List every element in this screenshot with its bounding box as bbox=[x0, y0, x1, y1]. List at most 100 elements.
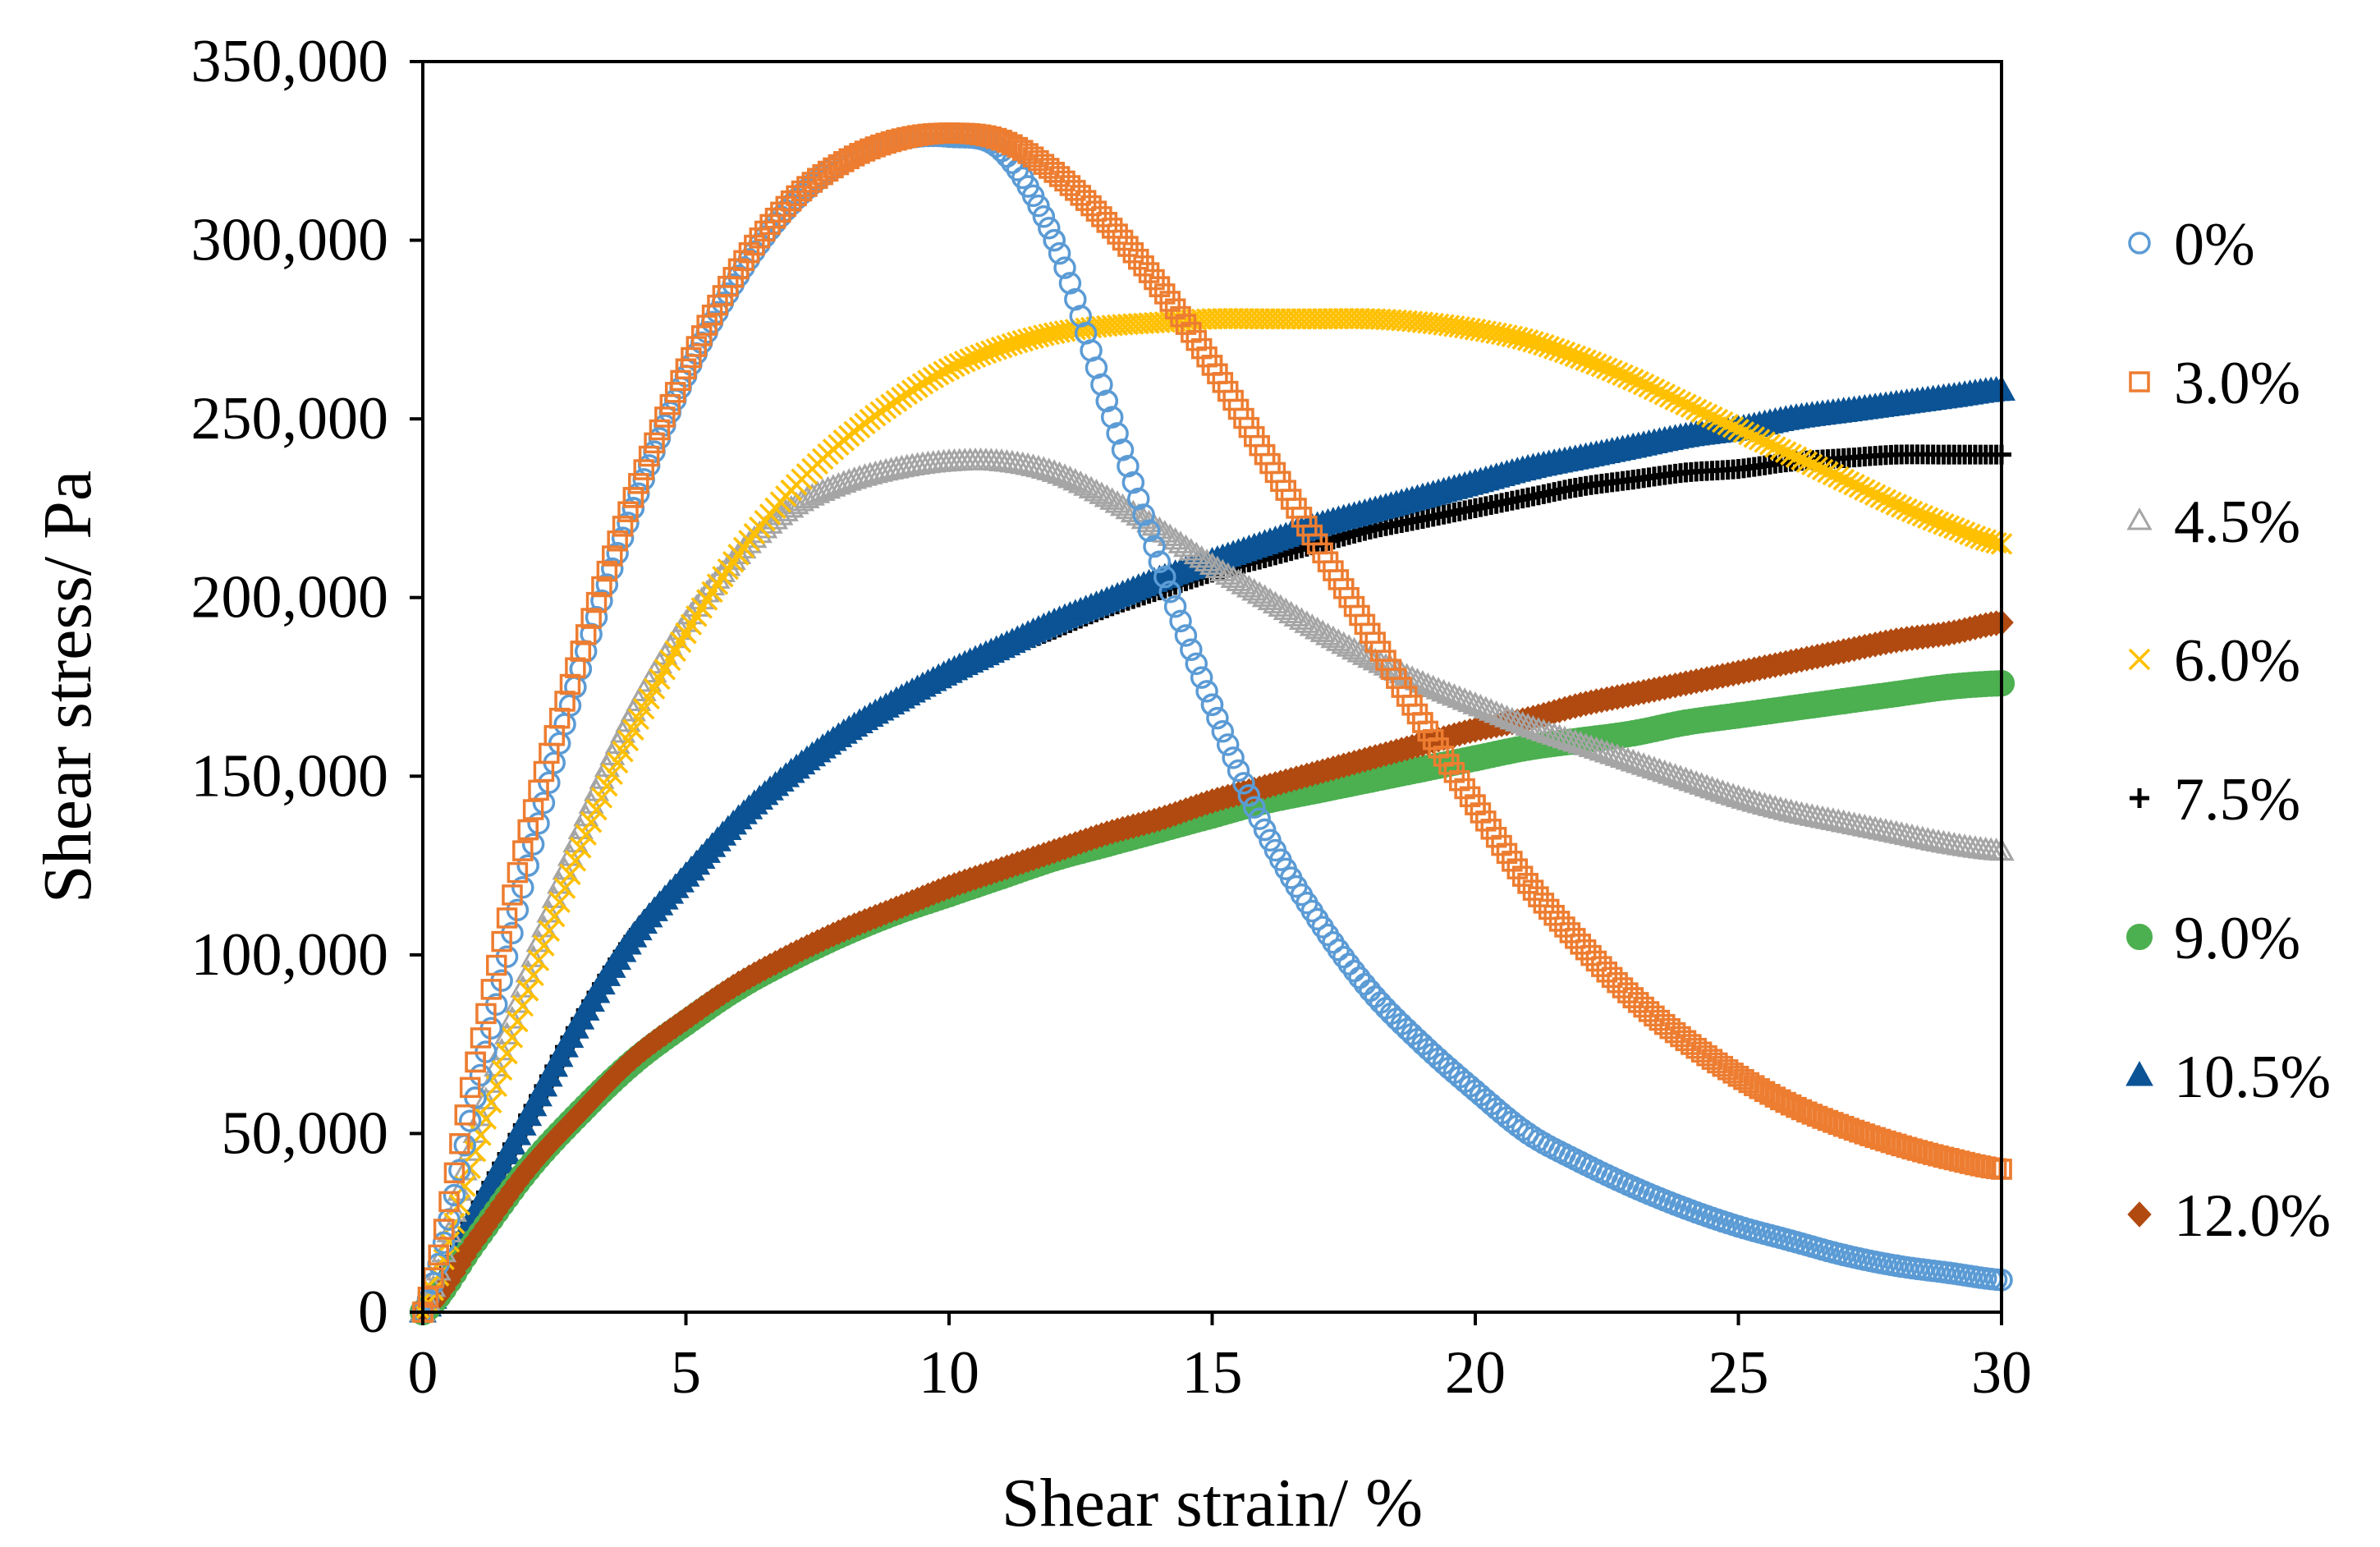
series-marker bbox=[527, 949, 550, 971]
data-point bbox=[1412, 712, 1433, 733]
data-point bbox=[1043, 322, 1066, 344]
legend-label: 0% bbox=[2174, 211, 2255, 278]
data-point bbox=[777, 757, 805, 783]
data-point bbox=[727, 258, 750, 280]
series-marker bbox=[880, 131, 902, 153]
series-marker bbox=[1704, 777, 1731, 801]
data-point bbox=[1148, 550, 1172, 573]
series-marker bbox=[1559, 922, 1581, 943]
data-point bbox=[832, 429, 855, 452]
series-marker bbox=[1104, 490, 1130, 513]
series-marker bbox=[1738, 424, 1760, 446]
series-marker bbox=[1101, 218, 1123, 239]
series-marker bbox=[1751, 792, 1778, 815]
series-marker bbox=[754, 220, 776, 242]
series-marker bbox=[1099, 487, 1126, 510]
series-marker bbox=[604, 731, 631, 755]
series-marker bbox=[602, 545, 623, 567]
series-marker bbox=[1311, 308, 1334, 330]
data-point bbox=[1726, 659, 1751, 686]
legend-marker-icon bbox=[2125, 1060, 2153, 1086]
series-marker bbox=[607, 530, 628, 552]
series-marker bbox=[768, 503, 794, 526]
series-marker bbox=[638, 445, 660, 467]
series-marker bbox=[459, 1076, 481, 1099]
data-point bbox=[1516, 329, 1539, 351]
series-marker bbox=[1822, 463, 1845, 486]
data-point bbox=[1355, 497, 1384, 522]
series-marker bbox=[433, 1248, 455, 1271]
legend-label: 4.5% bbox=[2174, 489, 2300, 556]
data-point bbox=[1621, 681, 1645, 707]
series-marker bbox=[1731, 786, 1757, 809]
data-point bbox=[1886, 1133, 1907, 1155]
series-marker bbox=[1880, 1132, 1902, 1154]
y-tick-label: 50,000 bbox=[222, 1099, 389, 1167]
series-marker bbox=[814, 475, 841, 499]
series-marker bbox=[1473, 695, 1499, 719]
series-marker bbox=[1596, 962, 1617, 983]
series-marker bbox=[1141, 512, 1167, 536]
data-point bbox=[1514, 454, 1542, 480]
series-marker bbox=[1322, 307, 1345, 330]
data-point bbox=[1569, 347, 1592, 370]
series-marker bbox=[1067, 470, 1094, 493]
data-point bbox=[1409, 755, 1436, 783]
series-marker bbox=[1080, 195, 1102, 217]
series-marker bbox=[485, 954, 507, 976]
series-marker bbox=[1220, 565, 1246, 589]
data-point bbox=[1885, 1254, 1908, 1278]
series-marker bbox=[1447, 685, 1473, 709]
series-marker bbox=[632, 697, 655, 720]
series-marker bbox=[1212, 307, 1234, 330]
series-marker bbox=[1838, 1118, 1860, 1139]
series-12-0pct bbox=[410, 609, 2014, 1325]
series-marker bbox=[1694, 774, 1720, 797]
data-point bbox=[1829, 397, 1858, 422]
series-marker bbox=[1336, 634, 1362, 657]
series-marker bbox=[1058, 272, 1082, 295]
series-marker bbox=[596, 560, 618, 582]
series-marker bbox=[1457, 689, 1483, 713]
series-marker bbox=[664, 382, 686, 403]
series-marker bbox=[543, 905, 566, 928]
data-point bbox=[780, 190, 802, 212]
series-marker bbox=[1690, 401, 1713, 424]
data-point bbox=[1882, 681, 1910, 708]
series-marker bbox=[1314, 622, 1341, 645]
data-point bbox=[990, 336, 1013, 359]
series-marker bbox=[511, 875, 534, 899]
series-marker bbox=[1143, 535, 1166, 558]
series-marker bbox=[590, 787, 613, 809]
series-marker bbox=[841, 466, 868, 489]
series-marker bbox=[606, 751, 629, 774]
series-marker bbox=[1511, 865, 1534, 887]
data-point bbox=[568, 1099, 593, 1126]
data-point bbox=[726, 970, 751, 997]
series-marker bbox=[985, 127, 1007, 149]
series-marker bbox=[601, 557, 624, 581]
series-marker bbox=[512, 840, 534, 861]
data-point bbox=[1675, 393, 1697, 415]
data-point bbox=[988, 632, 1016, 659]
series-marker bbox=[1209, 558, 1236, 582]
data-point bbox=[1095, 389, 1119, 413]
series-marker bbox=[1478, 698, 1504, 721]
legend-label: 9.0% bbox=[2174, 905, 2300, 972]
data-point bbox=[516, 980, 539, 1002]
series-marker bbox=[1791, 448, 1813, 471]
data-point bbox=[1831, 809, 1857, 833]
series-marker bbox=[617, 512, 640, 535]
series-marker bbox=[1332, 307, 1355, 330]
series-marker bbox=[1167, 530, 1194, 553]
series-marker bbox=[825, 471, 851, 495]
series-marker bbox=[533, 934, 555, 957]
series-marker bbox=[911, 373, 934, 395]
series-marker bbox=[1275, 308, 1297, 330]
series-marker bbox=[1746, 790, 1772, 814]
series-marker bbox=[1764, 436, 1786, 458]
data-point bbox=[1777, 695, 1804, 722]
series-marker bbox=[521, 833, 545, 856]
series-marker bbox=[1231, 572, 1257, 594]
series-marker bbox=[1238, 307, 1260, 330]
